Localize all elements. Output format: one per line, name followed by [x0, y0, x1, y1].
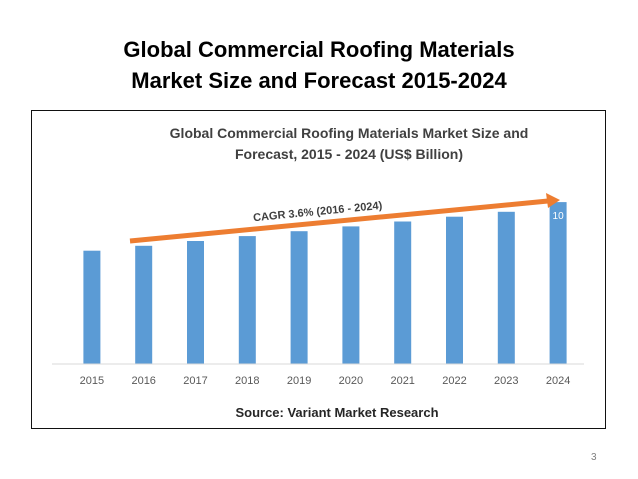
x-tick-label-2016: 2016: [131, 375, 155, 387]
bar-2020: [342, 226, 360, 364]
chart-title-line-1: Global Commercial Roofing Materials Mark…: [170, 125, 529, 141]
bar-2022: [446, 216, 463, 364]
slide-title-line-2: Market Size and Forecast 2015-2024: [131, 68, 507, 93]
bar-2023: [497, 211, 515, 364]
bar-2016: [135, 245, 153, 364]
slide-title: Global Commercial Roofing Materials Mark…: [0, 34, 638, 96]
x-tick-label-2019: 2019: [287, 375, 311, 387]
cagr-arrow-head: [546, 193, 560, 208]
slide-title-line-1: Global Commercial Roofing Materials: [123, 37, 515, 62]
x-tick-label-2024: 2024: [546, 375, 570, 387]
chart-title-line-2: Forecast, 2015 - 2024 (US$ Billion): [235, 146, 463, 162]
cagr-arrow-line: [129, 198, 549, 244]
x-tick-label-2022: 2022: [442, 375, 466, 387]
bar-2024: [549, 202, 567, 364]
bar-2021: [394, 221, 412, 364]
bar-2018: [238, 236, 256, 364]
page-number: 3: [591, 452, 597, 463]
x-tick-label-2020: 2020: [339, 375, 363, 387]
x-tick-label-2018: 2018: [235, 375, 259, 387]
chart-source: Source: Variant Market Research: [235, 405, 438, 420]
chart-frame: Global Commercial Roofing Materials Mark…: [31, 110, 606, 429]
bar-2017: [187, 241, 204, 364]
bar-2015: [83, 250, 101, 364]
data-label-2024: 10: [553, 211, 565, 222]
x-tick-label-2023: 2023: [494, 375, 518, 387]
x-tick-label-2021: 2021: [390, 375, 414, 387]
bar-2019: [290, 231, 308, 364]
x-tick-label-2017: 2017: [183, 375, 207, 387]
bar-chart: Global Commercial Roofing Materials Mark…: [52, 125, 584, 420]
x-tick-label-2015: 2015: [80, 375, 104, 387]
